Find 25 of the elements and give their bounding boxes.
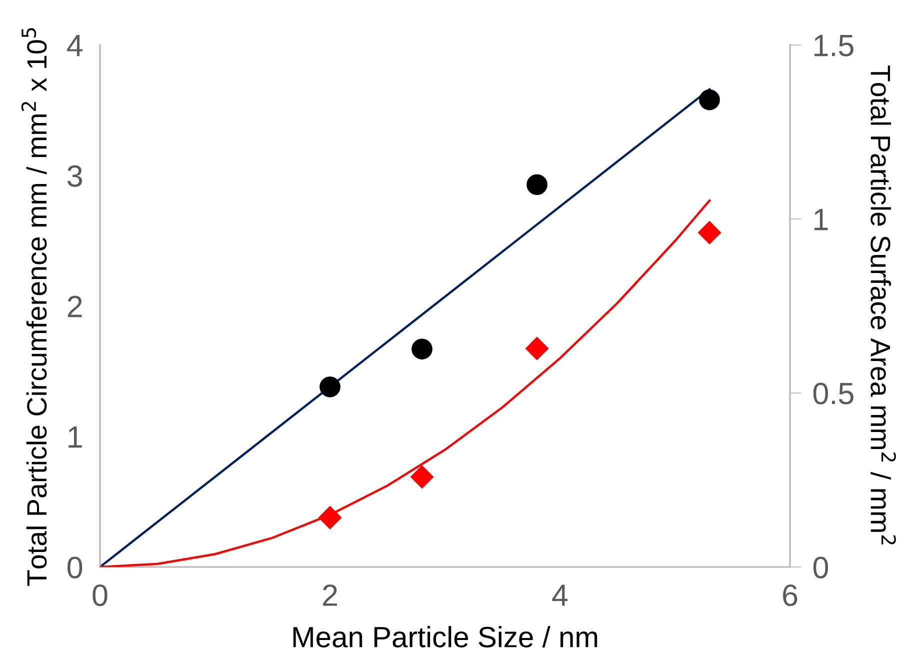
point — [526, 174, 548, 196]
y2-tick-label: 0 — [813, 556, 828, 578]
y-tick-label: 2 — [68, 296, 82, 318]
y-tick-label: 4 — [67, 35, 82, 56]
x-tick-label: 2 — [323, 584, 337, 606]
point — [699, 89, 720, 110]
line-series — [100, 199, 711, 567]
y2-axis-title: Total Particle Surface Area mm$^{2}$ / mm$^{2}$ — [870, 66, 896, 544]
x-tick-label: 0 — [92, 584, 108, 606]
y2-tick-label: 0.5 — [813, 382, 854, 404]
y-tick-label: 3 — [68, 165, 82, 187]
point — [698, 221, 721, 244]
y-tick-label: 1 — [68, 426, 82, 448]
y2-tick-label: 1.5 — [814, 35, 854, 56]
point — [412, 338, 432, 360]
point — [410, 465, 434, 488]
x-tick-label: 4 — [552, 584, 568, 606]
y-tick-label: 0 — [68, 556, 82, 578]
point — [526, 336, 548, 360]
x-tick-label: 6 — [783, 584, 798, 606]
point — [320, 376, 340, 398]
x-axis-title: Mean Particle Size / nm — [293, 626, 598, 648]
y-axis-title: Total Particle Circumference mm / mm$^{2}$ x 10$^{5}$ — [21, 28, 47, 586]
point — [318, 506, 342, 530]
y2-tick-label: 1 — [814, 209, 828, 230]
